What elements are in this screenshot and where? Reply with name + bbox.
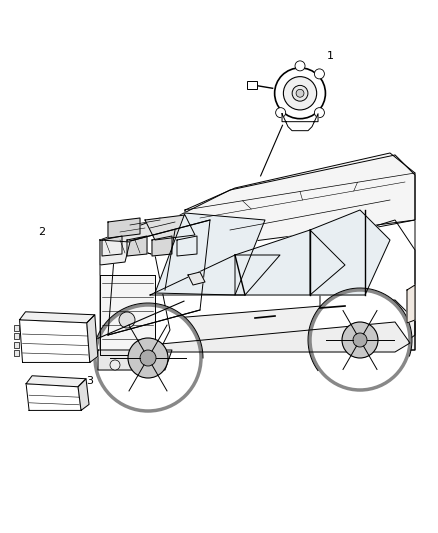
Polygon shape xyxy=(282,114,318,131)
Bar xyxy=(14,333,18,340)
Text: 2: 2 xyxy=(38,227,45,237)
Polygon shape xyxy=(108,220,210,335)
Circle shape xyxy=(276,108,286,118)
Polygon shape xyxy=(407,285,415,323)
Bar xyxy=(14,350,18,357)
Polygon shape xyxy=(87,315,98,362)
Polygon shape xyxy=(127,236,147,256)
Bar xyxy=(247,81,257,89)
Polygon shape xyxy=(20,312,95,323)
Polygon shape xyxy=(155,213,265,295)
Polygon shape xyxy=(150,255,280,295)
Text: 3: 3 xyxy=(86,376,93,386)
Circle shape xyxy=(310,290,410,390)
Polygon shape xyxy=(235,230,345,295)
Circle shape xyxy=(128,338,168,378)
Polygon shape xyxy=(150,155,415,295)
Polygon shape xyxy=(100,240,130,265)
Polygon shape xyxy=(150,300,415,350)
Polygon shape xyxy=(320,155,415,350)
Circle shape xyxy=(342,322,378,358)
Polygon shape xyxy=(150,220,415,350)
Circle shape xyxy=(353,333,367,347)
Polygon shape xyxy=(100,240,170,360)
Polygon shape xyxy=(177,236,197,256)
Polygon shape xyxy=(26,376,86,387)
Polygon shape xyxy=(310,210,390,295)
Circle shape xyxy=(296,90,304,97)
Circle shape xyxy=(283,77,317,110)
Circle shape xyxy=(275,68,325,119)
Text: 1: 1 xyxy=(327,51,334,61)
Circle shape xyxy=(110,360,120,370)
Circle shape xyxy=(314,69,325,79)
Polygon shape xyxy=(100,218,215,255)
Polygon shape xyxy=(100,275,155,355)
Polygon shape xyxy=(185,153,415,250)
Bar xyxy=(14,325,18,331)
Polygon shape xyxy=(98,350,172,370)
Circle shape xyxy=(314,108,325,118)
Polygon shape xyxy=(102,236,122,256)
Polygon shape xyxy=(145,215,195,240)
Polygon shape xyxy=(20,320,90,362)
Polygon shape xyxy=(150,322,410,352)
Circle shape xyxy=(119,312,135,328)
Polygon shape xyxy=(108,218,140,238)
Circle shape xyxy=(292,85,308,101)
Polygon shape xyxy=(78,379,89,410)
Polygon shape xyxy=(188,272,205,285)
Circle shape xyxy=(295,61,305,71)
Circle shape xyxy=(95,305,201,411)
Polygon shape xyxy=(26,384,81,410)
Circle shape xyxy=(140,350,156,366)
Bar xyxy=(14,342,18,348)
Polygon shape xyxy=(152,236,172,256)
